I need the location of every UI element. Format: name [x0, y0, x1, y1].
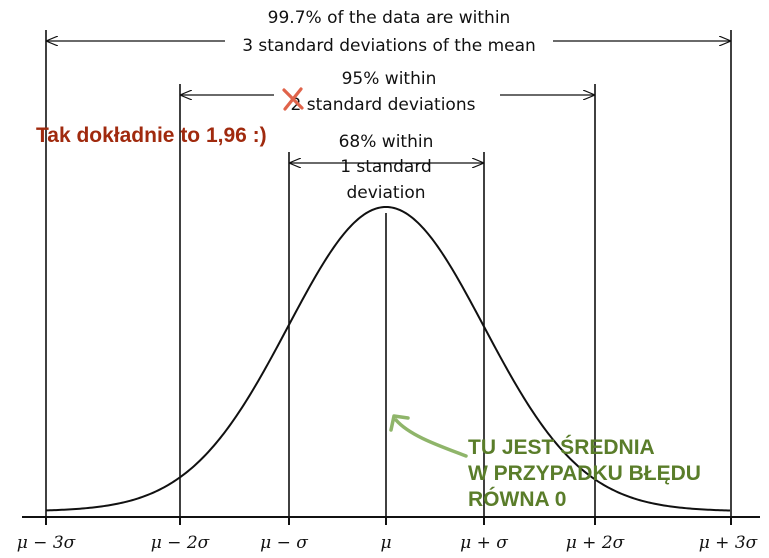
- label-68-line1: 68% within: [339, 132, 434, 152]
- green-annotation-line3: RÓWNA 0: [468, 487, 566, 511]
- axis-tick-labels: μ − 3σ μ − 2σ μ − σ μ μ + σ μ + 2σ μ + 3…: [17, 533, 758, 553]
- tick-label-minus-sigma: μ − σ: [260, 533, 308, 553]
- sigma-vertical-lines: [45, 30, 732, 517]
- axis-tick-marks: [45, 517, 732, 525]
- label-95-line1: 95% within: [342, 69, 437, 89]
- red-annotation: Tak dokładnie to 1,96 :): [36, 124, 267, 147]
- label-68-line2: 1 standard: [340, 157, 432, 177]
- tick-label-minus-3sigma: μ − 3σ: [17, 533, 76, 553]
- label-99-7-line1: 99.7% of the data are within: [268, 8, 511, 28]
- label-99-7-line2: 3 standard deviations of the mean: [242, 36, 536, 56]
- tick-label-plus-3sigma: μ + 3σ: [699, 533, 758, 553]
- tick-label-mean: μ: [380, 533, 391, 553]
- bell-curve: [45, 205, 731, 512]
- green-annotation-line2: W PRZYPADKU BŁĘDU: [468, 462, 701, 485]
- tick-label-minus-2sigma: μ − 2σ: [151, 533, 210, 553]
- tick-label-plus-sigma: μ + σ: [460, 533, 508, 553]
- curved-arrow-icon: [389, 414, 468, 458]
- green-annotation-line1: TU JEST ŚREDNIA: [468, 435, 655, 459]
- tick-label-plus-2sigma: μ + 2σ: [566, 533, 625, 553]
- x-mark-icon: [282, 87, 304, 111]
- label-68-line3: deviation: [346, 183, 425, 203]
- label-95-line2: 2 standard deviations: [291, 95, 476, 115]
